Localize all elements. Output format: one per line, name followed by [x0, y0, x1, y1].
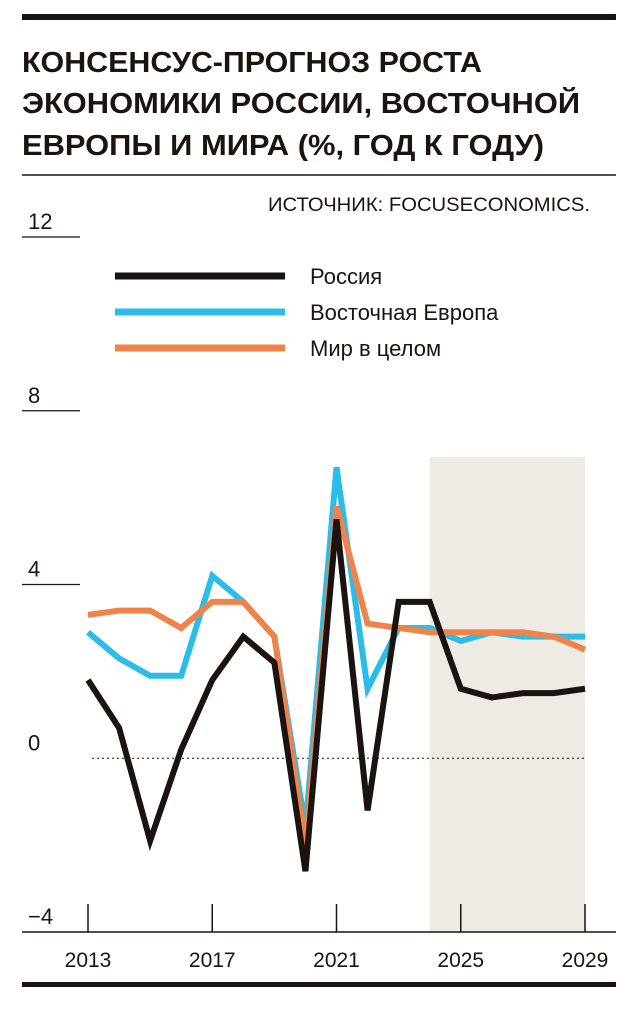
top-rule — [22, 14, 616, 20]
series-line — [85, 519, 586, 872]
x-tick-label: 2017 — [189, 949, 236, 972]
x-tick-label: 2025 — [437, 949, 484, 972]
series-line — [87, 505, 587, 846]
source: ИСТОЧНИК: FOCUSECONOMICS. — [268, 195, 590, 216]
y-tick-label: 12 — [28, 209, 52, 234]
x-tick-label: 2029 — [562, 949, 609, 972]
x-tick-label: 2013 — [65, 949, 112, 972]
y-tick-label: 8 — [28, 383, 40, 408]
title-line: ЕВРОПЫ И МИРА (%, ГОД К ГОДУ) — [22, 130, 544, 162]
title-line: КОНСЕНСУС-ПРОГНОЗ РОСТА — [22, 47, 482, 79]
y-tick-label: 4 — [28, 557, 40, 582]
legend-label: Россия — [310, 264, 382, 289]
y-tick-label: −4 — [28, 904, 53, 929]
legend-label: Мир в целом — [310, 336, 441, 361]
bottom-rule — [22, 982, 616, 987]
legend-label: Восточная Европа — [310, 300, 499, 325]
x-tick-label: 2021 — [313, 949, 360, 972]
y-tick-label: 0 — [28, 730, 40, 755]
title-line: ЭКОНОМИКИ РОССИИ, ВОСТОЧНОЙ — [22, 86, 580, 120]
